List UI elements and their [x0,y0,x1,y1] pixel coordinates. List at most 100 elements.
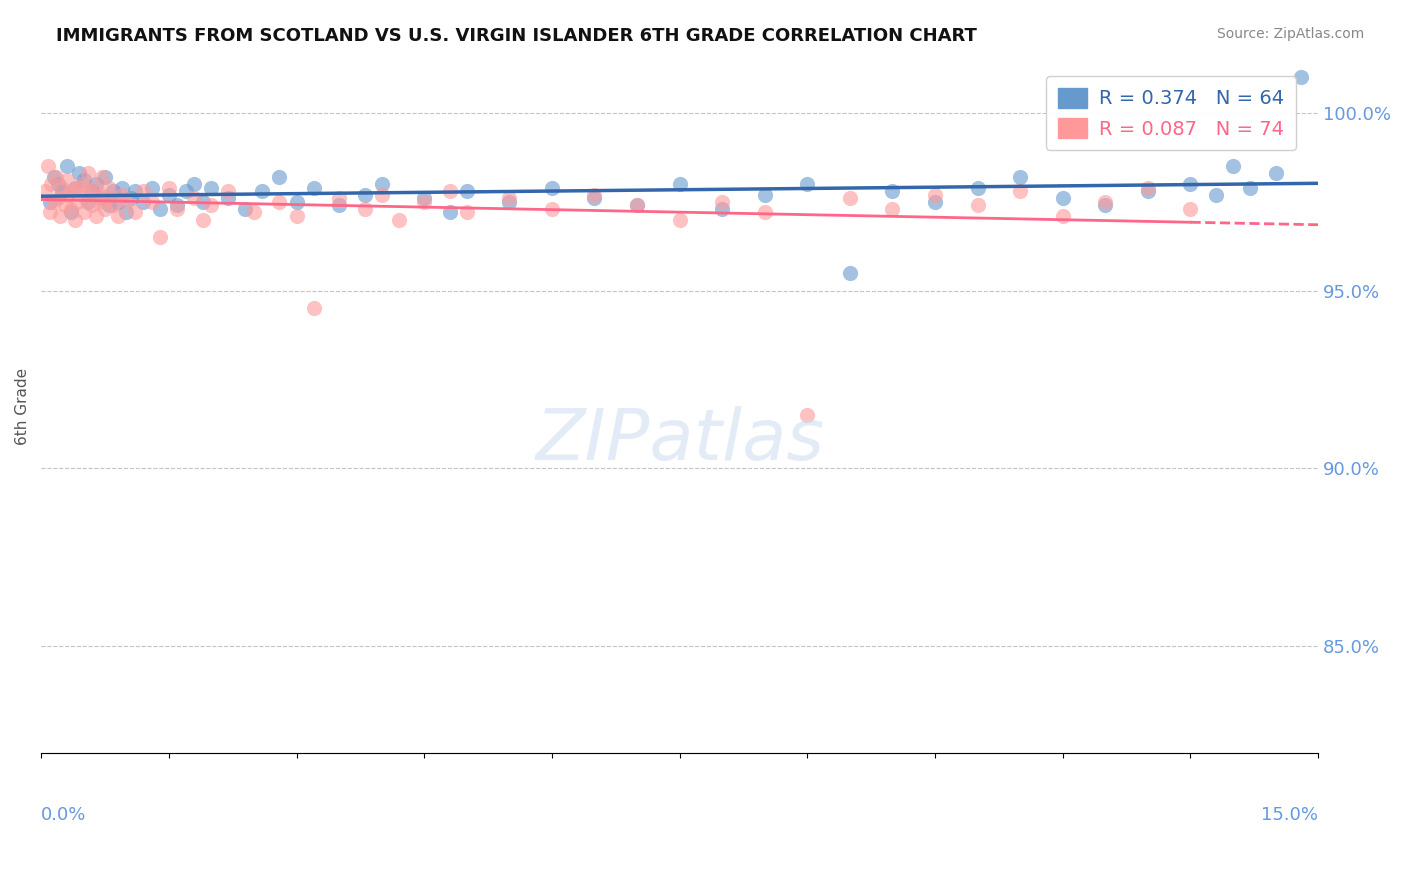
Point [626,198,648,212]
Point [1052,191,1074,205]
Point [668,177,690,191]
Point [94,202,117,216]
Point [38,205,60,219]
Point [83,180,105,194]
Point [200,198,222,212]
Point [132,184,155,198]
Point [924,187,946,202]
Point [51,180,73,194]
Point [353,187,375,202]
Point [285,209,308,223]
Point [73,205,96,219]
Point [668,212,690,227]
Point [1222,159,1244,173]
Point [200,180,222,194]
Point [583,191,606,205]
Text: ZIPatlas: ZIPatlas [536,406,824,475]
Point [87,194,110,209]
Point [924,194,946,209]
Point [711,202,734,216]
Point [191,212,214,227]
Point [541,202,564,216]
Point [243,205,266,219]
Point [217,184,239,198]
Point [157,187,180,202]
Point [541,180,564,194]
Point [59,202,82,216]
Point [53,198,76,212]
Point [1239,180,1261,194]
Point [183,191,205,205]
Point [111,187,134,202]
Point [55,159,77,173]
Point [55,173,77,187]
Point [115,194,138,209]
Point [67,166,90,180]
Legend: R = 0.374   N = 64, R = 0.087   N = 74: R = 0.374 N = 64, R = 0.087 N = 74 [1046,76,1296,151]
Point [58,187,80,202]
Point [141,194,163,209]
Point [46,177,69,191]
Point [174,184,197,198]
Point [882,184,904,198]
Point [1052,209,1074,223]
Point [754,205,776,219]
Point [90,191,112,205]
Point [966,180,988,194]
Point [90,187,112,202]
Point [86,177,108,191]
Point [413,191,436,205]
Point [838,266,860,280]
Text: 0.0%: 0.0% [41,806,87,824]
Point [1289,70,1312,85]
Point [439,184,461,198]
Point [370,187,392,202]
Point [388,212,411,227]
Point [67,180,90,194]
Point [115,205,138,219]
Point [1136,184,1159,198]
Point [1180,202,1202,216]
Point [252,184,274,198]
Point [583,187,606,202]
Point [73,173,96,187]
Point [149,230,172,244]
Point [882,202,904,216]
Point [37,159,59,173]
Point [1094,198,1116,212]
Point [38,194,60,209]
Point [91,169,114,184]
Point [75,191,97,205]
Point [370,177,392,191]
Point [82,184,104,198]
Point [124,205,146,219]
Point [46,191,69,205]
Point [41,177,63,191]
Point [98,180,121,194]
Point [79,184,101,198]
Text: IMMIGRANTS FROM SCOTLAND VS U.S. VIRGIN ISLANDER 6TH GRADE CORRELATION CHART: IMMIGRANTS FROM SCOTLAND VS U.S. VIRGIN … [56,27,977,45]
Point [111,180,134,194]
Point [94,169,117,184]
Text: 15.0%: 15.0% [1261,806,1319,824]
Point [77,194,100,209]
Point [34,184,56,198]
Point [711,194,734,209]
Point [63,180,86,194]
Point [1180,177,1202,191]
Point [285,194,308,209]
Point [124,184,146,198]
Point [96,191,118,205]
Point [235,202,257,216]
Point [45,169,67,184]
Point [51,184,73,198]
Point [328,198,350,212]
Point [328,191,350,205]
Point [626,198,648,212]
Point [302,180,325,194]
Point [353,202,375,216]
Point [42,194,65,209]
Point [166,202,188,216]
Point [166,198,188,212]
Point [49,209,72,223]
